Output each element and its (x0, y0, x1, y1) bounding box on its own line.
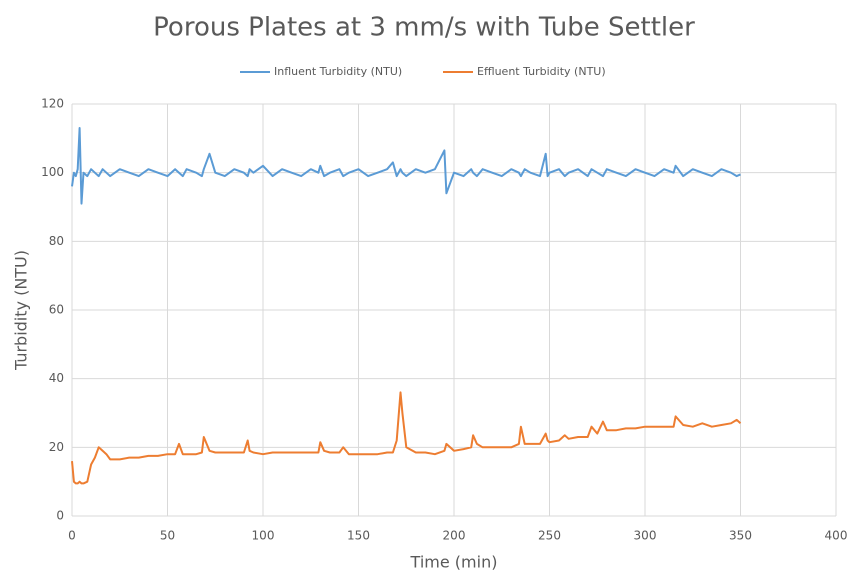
y-tick-label: 60 (49, 303, 64, 317)
legend-label: Influent Turbidity (NTU) (274, 65, 402, 78)
x-tick-label: 350 (729, 529, 752, 543)
x-tick-label: 50 (160, 529, 175, 543)
x-tick-label: 0 (68, 529, 76, 543)
y-tick-label: 100 (41, 165, 64, 179)
x-tick-label: 100 (252, 529, 275, 543)
data-line (71, 391, 742, 485)
data-line (71, 127, 741, 205)
legend-label: Effluent Turbidity (NTU) (477, 65, 606, 78)
y-tick-label: 120 (41, 97, 64, 111)
x-tick-label: 200 (443, 529, 466, 543)
x-tick-label: 150 (347, 529, 370, 543)
x-tick-label: 250 (538, 529, 561, 543)
y-tick-label: 0 (56, 509, 64, 523)
y-tick-label: 40 (49, 371, 64, 385)
x-tick-label: 300 (634, 529, 657, 543)
y-tick-label: 20 (49, 440, 64, 454)
y-axis-label: Turbidity (NTU) (12, 250, 31, 371)
chart-title: Porous Plates at 3 mm/s with Tube Settle… (153, 13, 695, 43)
y-tick-label: 80 (49, 234, 64, 248)
x-axis-label: Time (min) (410, 553, 498, 572)
x-tick-label: 400 (825, 529, 848, 543)
